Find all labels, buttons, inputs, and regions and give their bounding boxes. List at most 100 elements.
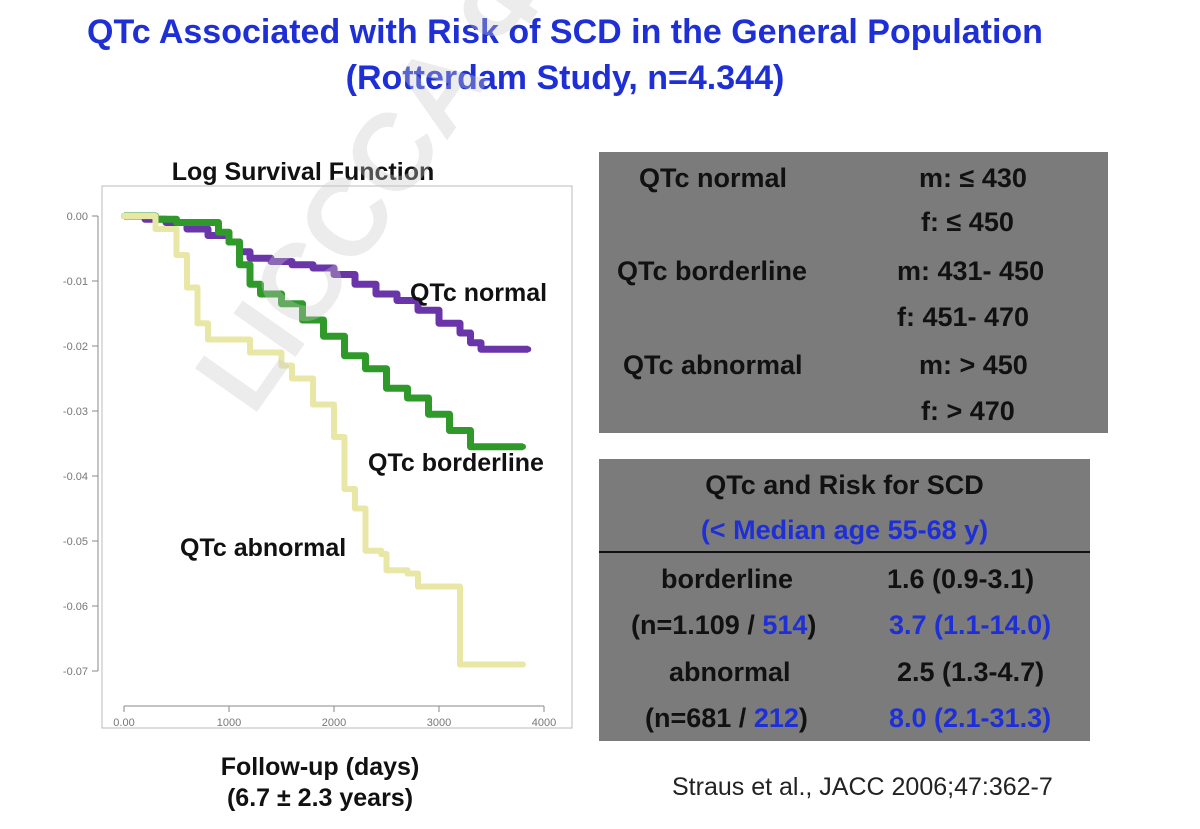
series-point-qtc-abnormal (205, 336, 211, 343)
series-point-qtc-borderline (362, 365, 369, 372)
criteria-female-normal: f: ≤ 450 (921, 207, 1014, 237)
y-tick-label: -0.02 (63, 341, 88, 353)
slide-title: QTc Associated with Risk of SCD in the G… (87, 13, 1043, 51)
series-point-qtc-borderline (247, 281, 253, 288)
criteria-female-borderline: f: 451- 470 (897, 302, 1030, 332)
series-point-qtc-borderline (194, 219, 201, 226)
series-point-qtc-abnormal (173, 252, 180, 258)
risk-label-abnormal: abnormal (669, 657, 791, 687)
series-point-qtc-normal (205, 232, 211, 239)
survival-chart: Log Survival Function 0.00 -0.01 -0.02 -0.0… (63, 158, 573, 812)
risk-n-abnormal: (n=681 / 212) (645, 702, 808, 734)
x-axis: 0.00 1000 2000 3000 4000 (113, 705, 556, 729)
risk-value-borderline-young: 3.7 (1.1-14.0) (889, 610, 1052, 640)
series-point-qtc-borderline (478, 443, 484, 450)
series-point-qtc-borderline (446, 427, 453, 434)
y-tick-label: 0.00 (67, 211, 88, 223)
series-point-qtc-abnormal (289, 375, 295, 382)
series-point-qtc-normal (310, 265, 316, 271)
series-point-qtc-abnormal (331, 434, 337, 440)
y-tick-label: -0.06 (63, 601, 88, 613)
series-point-qtc-abnormal (184, 284, 190, 291)
series-point-qtc-abnormal (194, 320, 201, 327)
series-point-qtc-abnormal (415, 583, 421, 590)
y-tick-label: -0.07 (63, 666, 88, 678)
criteria-male-abnormal: m: > 450 (919, 350, 1028, 380)
series-point-qtc-normal (352, 281, 358, 288)
criteria-label-normal: QTc normal (639, 163, 788, 193)
x-tick-label: 3000 (427, 717, 451, 729)
x-axis-label: Follow-up (days) (221, 753, 420, 781)
criteria-label-borderline: QTc borderline (617, 256, 808, 286)
risk-value-abnormal: 2.5 (1.3-4.7) (897, 657, 1045, 687)
series-point-qtc-borderline (173, 219, 180, 226)
series-point-qtc-borderline (299, 317, 306, 323)
y-tick-label: -0.03 (63, 406, 88, 418)
series-point-qtc-abnormal (352, 505, 358, 512)
series-point-qtc-borderline (467, 443, 474, 450)
series-point-qtc-abnormal (520, 661, 526, 668)
annotation-qtc-normal: QTc normal (410, 279, 547, 307)
slide-subtitle: (Rotterdam Study, n=4.344) (345, 59, 785, 97)
series-point-qtc-borderline (226, 239, 232, 245)
series-point-qtc-borderline (236, 261, 243, 268)
criteria-label-abnormal: QTc abnormal (623, 350, 803, 380)
series-point-qtc-borderline (404, 395, 411, 401)
series-point-qtc-abnormal (378, 551, 385, 557)
risk-header: QTc and Risk for SCD (705, 470, 984, 500)
annotation-qtc-abnormal: QTc abnormal (180, 534, 346, 562)
criteria-male-borderline: m: 431- 450 (897, 256, 1045, 286)
series-point-qtc-abnormal (121, 213, 127, 219)
series-point-qtc-borderline (341, 352, 348, 359)
risk-divider (599, 551, 1090, 553)
series-point-qtc-abnormal (226, 336, 232, 343)
annotation-qtc-borderline: QTc borderline (368, 449, 544, 477)
series-point-qtc-abnormal (257, 349, 264, 356)
series-point-qtc-borderline (215, 229, 222, 236)
x-tick-label: 2000 (322, 717, 346, 729)
series-point-qtc-normal (289, 261, 295, 268)
series-point-qtc-abnormal (278, 362, 285, 369)
risk-n-borderline-young: 514 (762, 610, 808, 640)
series-point-qtc-abnormal (446, 583, 453, 590)
series-point-qtc-normal (488, 346, 495, 353)
series-point-qtc-normal (467, 339, 474, 346)
risk-value-abnormal-young: 8.0 (2.1-31.3) (889, 703, 1052, 733)
risk-panel: QTc and Risk for SCD (< Median age 55-68… (599, 459, 1090, 741)
series-point-qtc-normal (415, 307, 421, 314)
y-tick-label: -0.05 (63, 536, 88, 548)
chart-title: Log Survival Function (172, 158, 435, 186)
qtc-criteria-panel: QTc normal m: ≤ 430 f: ≤ 450 QTc borderl… (599, 152, 1108, 433)
series-point-qtc-normal (268, 258, 274, 265)
series-layer (121, 212, 532, 668)
series-point-qtc-normal (331, 271, 337, 278)
series-point-qtc-normal (436, 320, 442, 327)
x-tick-label: 0.00 (113, 717, 134, 729)
series-point-qtc-abnormal (247, 349, 253, 356)
risk-n-borderline: (n=1.109 / 514) (631, 609, 816, 641)
series-point-qtc-abnormal (404, 570, 411, 577)
series-point-qtc-normal (394, 297, 400, 304)
series-point-qtc-normal (457, 330, 463, 336)
series-point-qtc-normal (184, 226, 190, 232)
x-tick-label: 4000 (532, 717, 556, 729)
series-point-qtc-borderline (278, 300, 285, 307)
series-point-qtc-borderline (499, 443, 505, 450)
series-point-qtc-normal (525, 346, 532, 353)
series-point-qtc-borderline (425, 411, 432, 418)
risk-n-abnormal-young: 212 (753, 703, 799, 733)
series-point-qtc-normal (247, 255, 253, 262)
series-point-qtc-abnormal (241, 336, 248, 343)
y-tick-label: -0.04 (63, 471, 88, 483)
risk-n-abnormal-suffix: ) (798, 703, 808, 733)
criteria-female-abnormal: f: > 470 (921, 396, 1015, 426)
risk-n-abnormal-prefix: (n=681 / (645, 703, 754, 733)
criteria-male-normal: m: ≤ 430 (919, 163, 1027, 193)
risk-label-borderline: borderline (661, 564, 794, 594)
risk-subheader: (< Median age 55-68 y) (700, 515, 989, 545)
series-point-qtc-abnormal (383, 567, 390, 574)
y-axis: 0.00 -0.01 -0.02 -0.03 -0.04 -0.05 -0.06 -0.07 (63, 211, 99, 678)
series-point-qtc-abnormal (457, 661, 463, 668)
series-point-qtc-normal (373, 291, 379, 297)
series-point-qtc-borderline (257, 291, 264, 297)
